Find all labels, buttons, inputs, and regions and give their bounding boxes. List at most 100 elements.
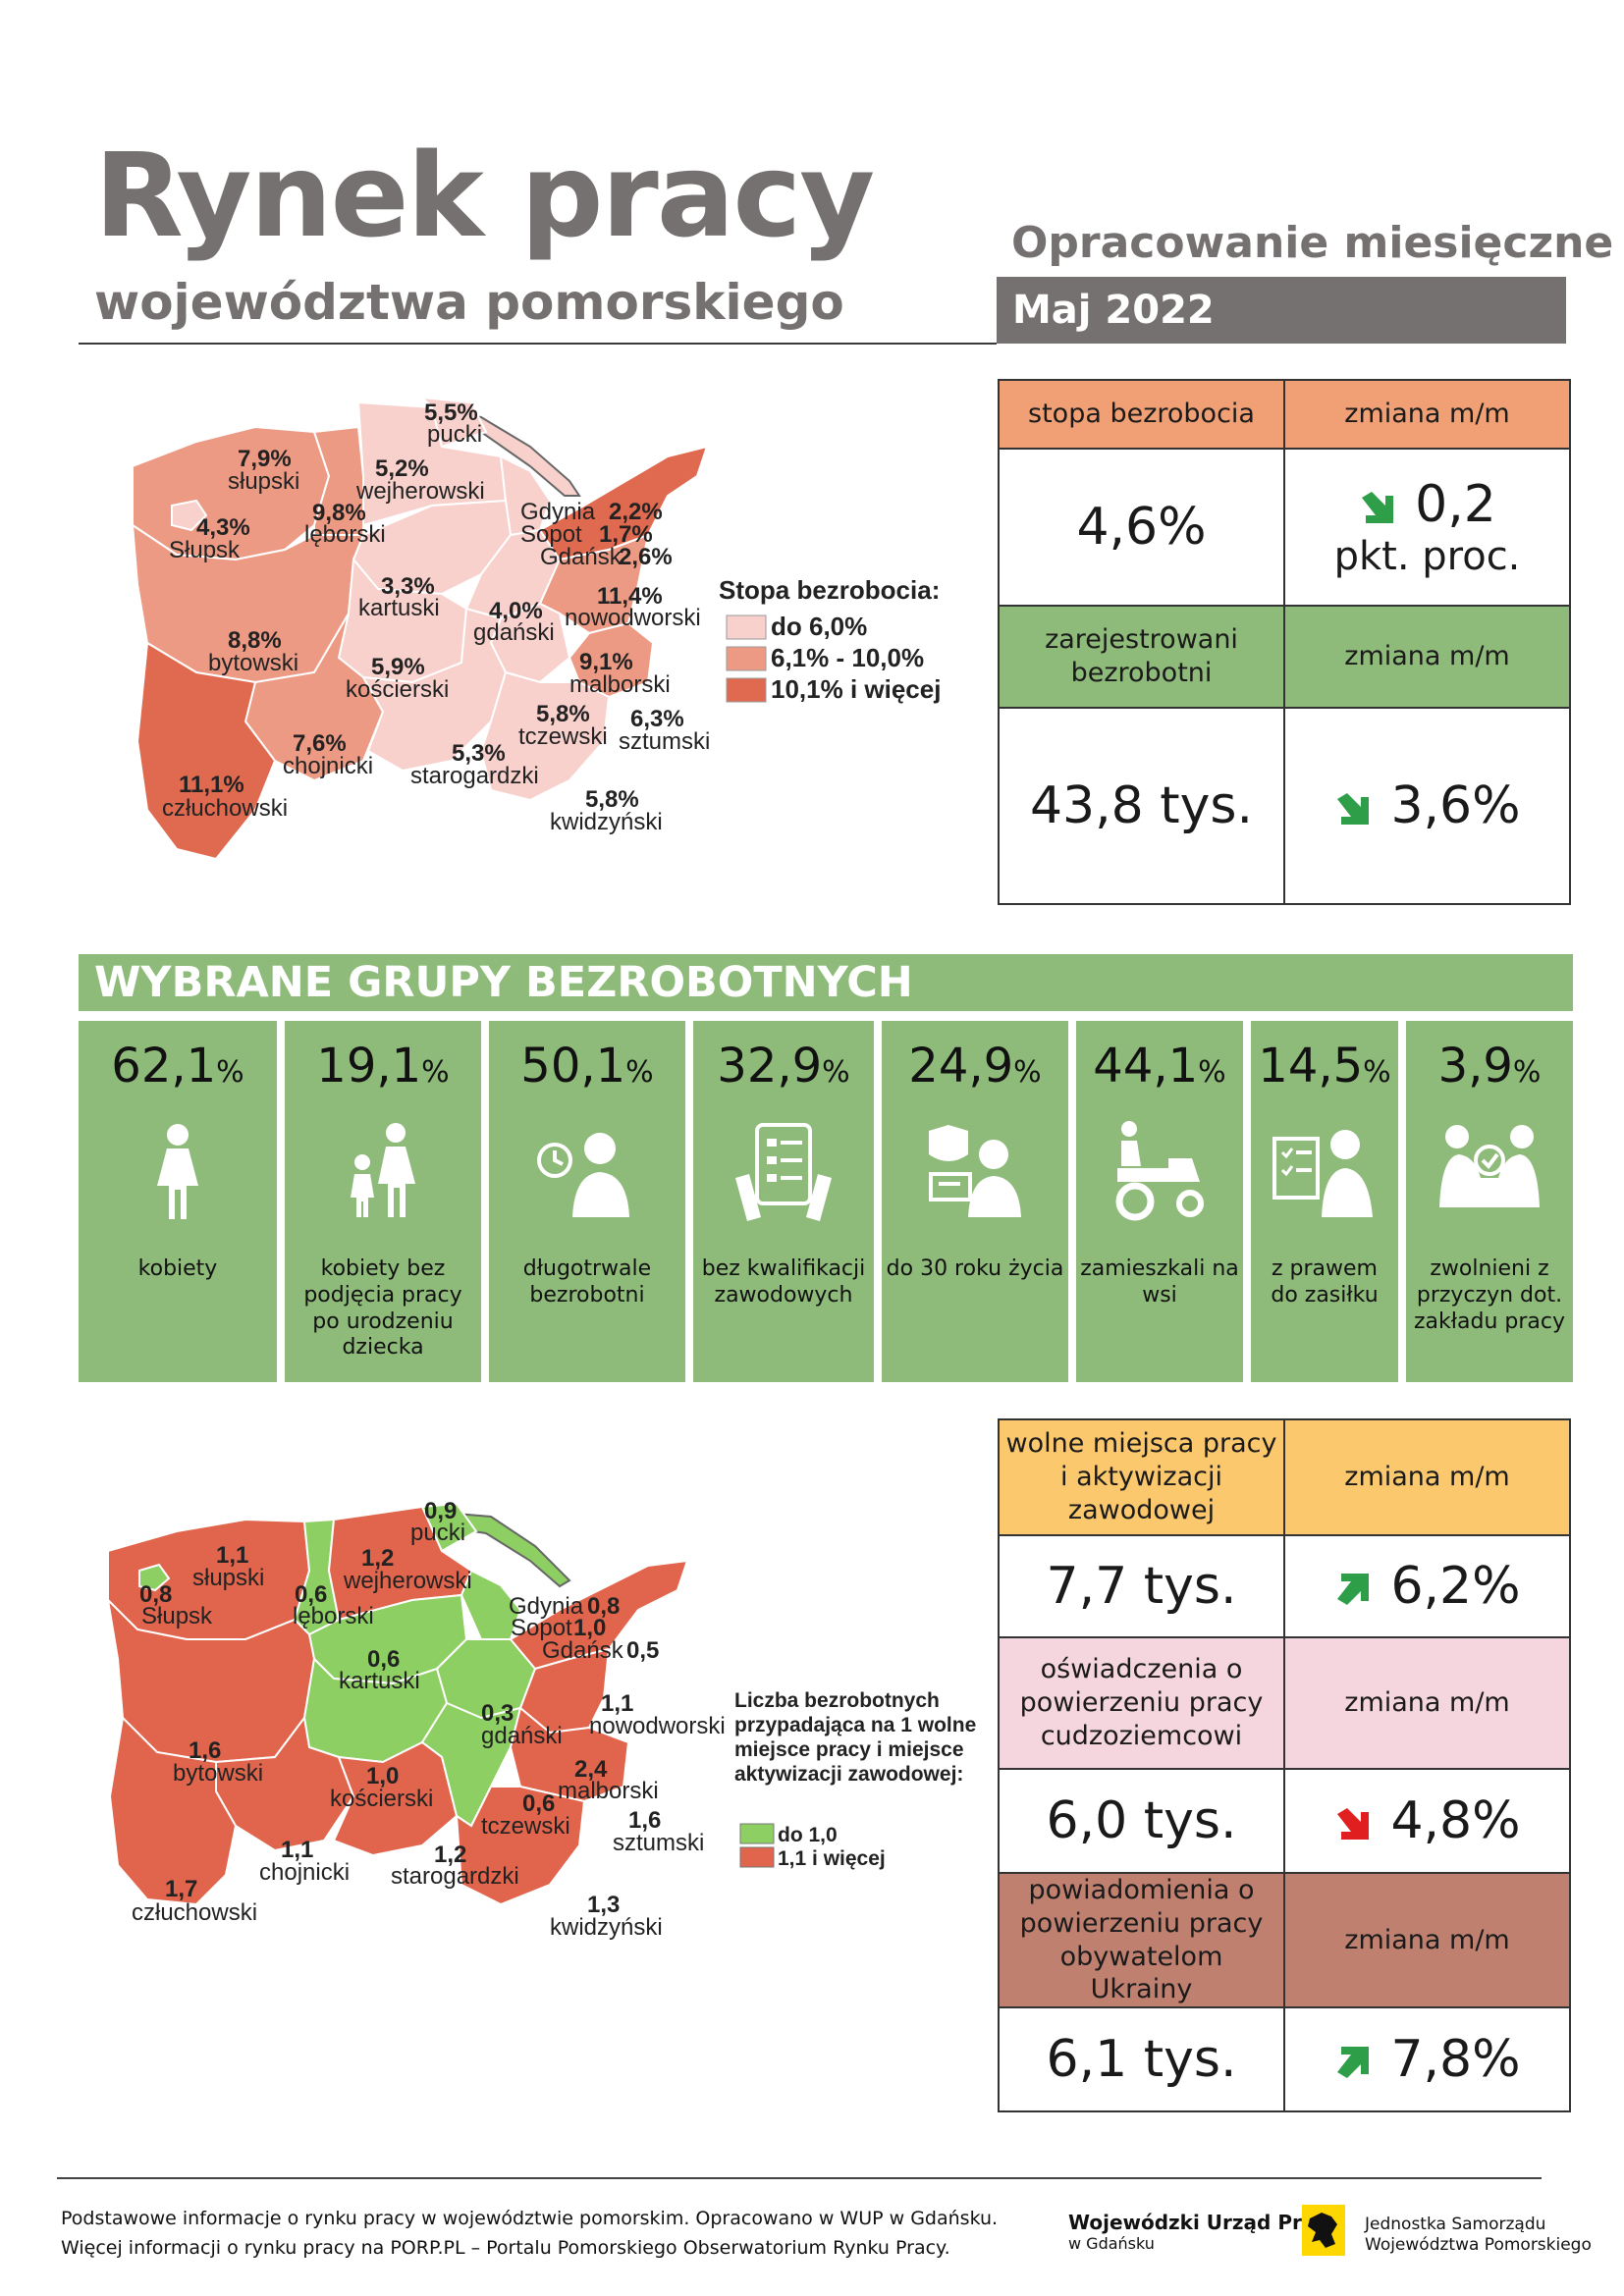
header-divider: [79, 343, 997, 345]
map1-label-name: Słupsk: [169, 537, 241, 563]
map2-label-value: 0,6: [367, 1646, 400, 1673]
map2-legend-label: 1,1 i więcej: [778, 1847, 886, 1870]
group-unit: %: [822, 1055, 850, 1090]
map2-label-name: wejherowski: [343, 1568, 472, 1594]
declarations-change-value: 4,8%: [1390, 1791, 1521, 1850]
map1-label-name: nowodworski: [565, 605, 701, 631]
map1-label-name: gdański: [473, 619, 555, 646]
map2-label-value: 1,6: [628, 1807, 661, 1834]
map1-label-name: kwidzyński: [550, 809, 663, 835]
group-label: zamieszkali na wsi: [1080, 1256, 1239, 1308]
map1-label-value: 11,4%: [597, 583, 663, 610]
map1-label-name: kartuski: [358, 595, 440, 621]
registered-value: 43,8 tys.: [998, 707, 1285, 905]
group-unit: %: [1198, 1055, 1226, 1090]
vacancies-value: 7,7 tys.: [998, 1534, 1285, 1638]
rate-change-value: 0,2: [1415, 475, 1496, 534]
map2-label-name: pucki: [410, 1520, 465, 1546]
rate-change-unit: pkt. proc.: [1333, 534, 1521, 579]
map2-legend-swatch: [739, 1823, 775, 1844]
group-card: 50,1% długotrwale bezrobotni: [489, 1021, 685, 1382]
group-card: 32,9% bez kwalifikacji zawodowych: [693, 1021, 874, 1382]
map1-label-name: bytowski: [208, 650, 298, 676]
map2-label-value: 1,2: [434, 1842, 466, 1868]
map1-label-name: starogardzki: [410, 763, 539, 789]
map1-label-value: 9,1%: [579, 649, 633, 675]
map1-legend-label: do 6,0%: [771, 612, 867, 641]
map2-label-name: słupski: [192, 1565, 264, 1591]
map2-label-name: sztumski: [613, 1830, 704, 1856]
vacancies-change-header: zmiana m/m: [1283, 1418, 1571, 1536]
map2-region-slupsk: [138, 1563, 171, 1592]
map1-label-name: pucki: [427, 421, 482, 448]
group-value: 62,1: [111, 1039, 217, 1094]
declarations-header: oświadczenia o powierzeniu pracy cudzozi…: [998, 1636, 1285, 1770]
map2-labels: 0,9 pucki 1,1 słupski 1,2 wejherowski 0,…: [132, 1498, 726, 1941]
map2-region-czluchowski: [108, 1715, 238, 1906]
notifications-change-header: zmiana m/m: [1283, 1872, 1571, 2008]
group-value: 50,1: [520, 1039, 626, 1094]
map1-label-value: 5,2%: [375, 455, 429, 482]
map2-label-value: 0,5: [626, 1637, 659, 1664]
map2-label-name: tczewski: [481, 1813, 570, 1840]
map1-label-value: 5,8%: [536, 701, 590, 727]
map1-legend-label: 10,1% i więcej: [771, 674, 941, 704]
registered-change-cell: 3,6%: [1283, 707, 1571, 905]
map1-label-value: 2,2%: [609, 499, 663, 525]
map2-label-value: 1,1: [216, 1542, 248, 1569]
arrow-up-icon: [1333, 2043, 1373, 2082]
notifications-header: powiadomienia o powierzeniu pracy obywat…: [998, 1872, 1285, 2008]
map1-label-value: 8,8%: [228, 627, 282, 654]
map2-legend: Liczba bezrobotnych przypadająca na 1 wo…: [734, 1689, 976, 1870]
arrow-down-icon: [1358, 488, 1397, 527]
unemployed-per-vacancy-map: 0,9 pucki 1,1 słupski 1,2 wejherowski 0,…: [106, 1498, 976, 1941]
period-banner: Maj 2022: [997, 277, 1566, 344]
map1-region-czluchowski: [135, 641, 277, 861]
map2-label-value: 0,8: [139, 1581, 172, 1608]
group-label: zwolnieni z przyczyn dot. zakładu pracy: [1413, 1256, 1565, 1334]
footer-line: Podstawowe informacje o rynku pracy w wo…: [61, 2208, 999, 2229]
js-line: Jednostka Samorządu: [1365, 2215, 1546, 2234]
wup-name: Wojewódzki Urząd Pracy: [1068, 2211, 1340, 2234]
group-card: 19,1% kobiety bez podjęcia pracy po urod…: [285, 1021, 481, 1382]
arrow-up-icon: [1333, 1570, 1373, 1609]
map1-legend-swatch: [726, 646, 767, 671]
pomorskie-crest-icon: [1302, 2205, 1345, 2256]
group-card: 3,9% zwolnieni z przyczyn dot. zakładu p…: [1406, 1021, 1573, 1382]
map2-region-kwidzynski: [455, 1786, 586, 1906]
vacancies-change-cell: 6,2%: [1283, 1534, 1571, 1638]
map2-region-starogardzki: [332, 1740, 459, 1857]
notifications-value: 6,1 tys.: [998, 2006, 1285, 2112]
map1-label-name: Gdynia: [520, 499, 596, 525]
map2-label-name: kościerski: [330, 1786, 433, 1812]
map2-label-value: 1,1: [281, 1837, 313, 1863]
group-value: 44,1: [1093, 1039, 1199, 1094]
map2-label-name: nowodworski: [589, 1713, 726, 1739]
map1-label-value: 4,3%: [196, 514, 250, 541]
map2-label-name: gdański: [481, 1723, 563, 1749]
map2-label-value: 0,6: [522, 1790, 555, 1817]
map1-label-value: 5,3%: [452, 740, 506, 767]
map2-shapes: [106, 1502, 689, 1906]
group-value: 32,9: [717, 1039, 823, 1094]
group-value: 3,9: [1437, 1039, 1513, 1094]
clock-person-icon: [533, 1119, 641, 1227]
map2-label-name: kwidzyński: [550, 1914, 663, 1941]
map1-label-value: 5,5%: [424, 400, 478, 426]
offers-kpi-table: wolne miejsca pracy i aktywizacji zawodo…: [998, 1418, 1571, 2112]
map2-region-pucki: [420, 1502, 478, 1553]
rate-change-cell: 0,2 pkt. proc.: [1283, 448, 1571, 607]
js-logo-text: Jednostka Samorządu Województwa Pomorski…: [1365, 2215, 1592, 2257]
map1-labels: 5,5% pucki 7,9% słupski 5,2% wejherowski…: [162, 400, 710, 835]
map2-label-value: 0,6: [295, 1581, 327, 1608]
map2-label-name: Gdynia: [509, 1593, 584, 1620]
map1-region-sztumski: [568, 621, 655, 699]
map2-label-name: bytowski: [173, 1760, 263, 1787]
group-unit: %: [1512, 1055, 1542, 1090]
vacancies-change-value: 6,2%: [1390, 1557, 1521, 1616]
map2-label-value: 0,3: [481, 1700, 514, 1727]
map2-label-name: Słupsk: [141, 1603, 213, 1629]
group-label: do 30 roku życia: [886, 1256, 1064, 1281]
tablet-hands-icon: [730, 1119, 838, 1227]
map2-label-value: 1,7: [165, 1876, 197, 1902]
